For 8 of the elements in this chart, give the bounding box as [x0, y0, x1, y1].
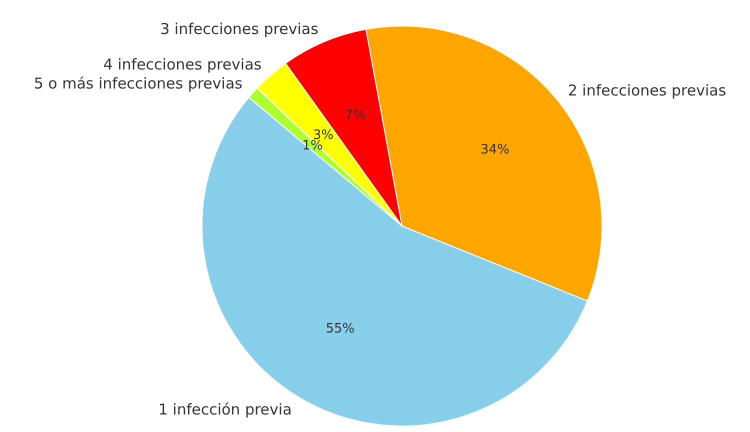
- slice-label: 2 infecciones previas: [568, 82, 726, 100]
- slice-label: 1 infección previa: [158, 400, 292, 418]
- slice-label: 4 infecciones previas: [103, 55, 262, 74]
- slice-label: 3 infecciones previas: [160, 20, 319, 38]
- slice-label: 5 o más infecciones previas: [34, 74, 243, 92]
- data-label: 55%: [326, 321, 355, 336]
- data-label: 7%: [344, 108, 366, 124]
- data-label: 34%: [480, 142, 510, 158]
